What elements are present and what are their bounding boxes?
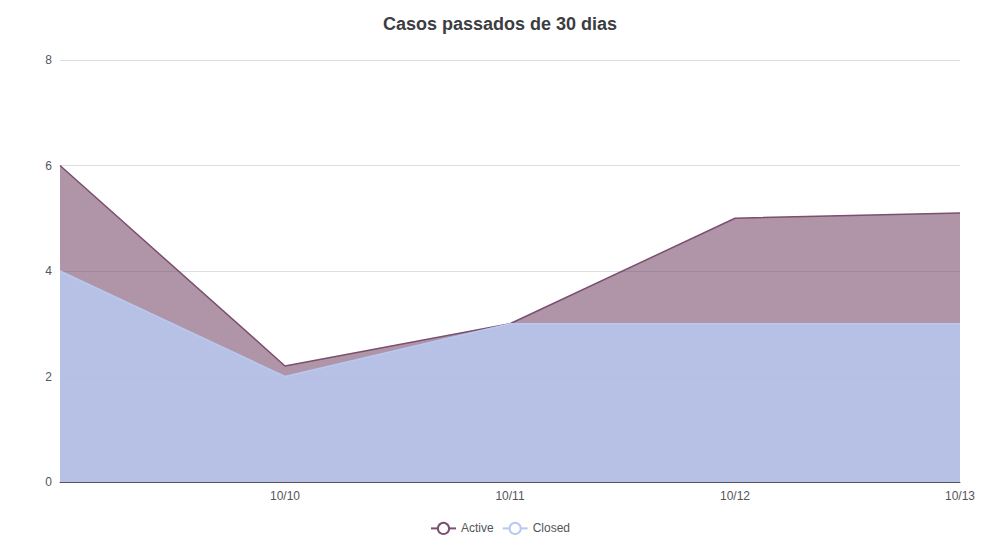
svg-text:10/12: 10/12 bbox=[720, 489, 750, 503]
svg-text:6: 6 bbox=[45, 159, 52, 173]
svg-text:10/11: 10/11 bbox=[495, 489, 524, 503]
svg-text:10/13: 10/13 bbox=[945, 489, 975, 503]
svg-text:Active: Active bbox=[461, 521, 494, 535]
svg-text:Casos passados de 30 dias: Casos passados de 30 dias bbox=[383, 14, 617, 34]
svg-text:4: 4 bbox=[45, 264, 52, 278]
svg-text:2: 2 bbox=[45, 370, 52, 384]
svg-text:Closed: Closed bbox=[533, 521, 570, 535]
svg-text:8: 8 bbox=[45, 53, 52, 67]
svg-text:0: 0 bbox=[45, 475, 52, 489]
svg-text:10/10: 10/10 bbox=[270, 489, 300, 503]
